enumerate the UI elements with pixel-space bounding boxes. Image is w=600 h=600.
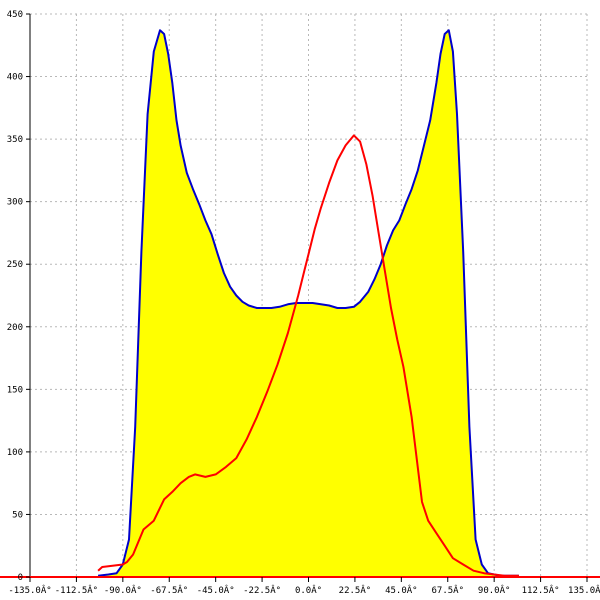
x-tick-label: 112.5Â° (522, 584, 560, 596)
x-tick-label: 135.0Â° (568, 584, 600, 596)
y-tick-label: 350 (7, 135, 23, 145)
x-tick-label: -112.5Â° (55, 584, 98, 596)
series-1-line (97, 29, 519, 577)
x-tick-label: -90.0Â° (104, 584, 142, 596)
series-2-line (97, 134, 519, 577)
series-line-layer (97, 29, 519, 577)
y-tick-label: 300 (7, 198, 23, 208)
tick-labels: 0 50 100 150 200 250 300 350 400 450 -135.0Â° -112.… (7, 10, 600, 596)
x-tick-label: -135.0Â° (8, 584, 51, 596)
y-tick-label: 450 (7, 10, 23, 20)
y-tick-label: 200 (7, 323, 23, 333)
x-tick-label: -67.5Â° (150, 584, 188, 596)
x-tick-label: 45.0Â° (385, 584, 418, 596)
x-tick-label: 22.5Â° (339, 584, 372, 596)
y-tick-label: 400 (7, 73, 23, 83)
y-tick-label: 250 (7, 260, 23, 270)
x-tick-label: -45.0Â° (197, 584, 235, 596)
y-tick-label: 0 (18, 573, 23, 583)
y-tick-label: 150 (7, 385, 23, 395)
x-tick-label: -22.5Â° (243, 584, 281, 596)
x-tick-label: 67.5Â° (431, 584, 464, 596)
y-tick-label: 100 (7, 448, 23, 458)
y-tick-label: 50 (12, 510, 23, 520)
axes (0, 13, 600, 582)
x-tick-label: 90.0Â° (478, 584, 511, 596)
x-tick-label: 0.0Â° (295, 584, 322, 596)
